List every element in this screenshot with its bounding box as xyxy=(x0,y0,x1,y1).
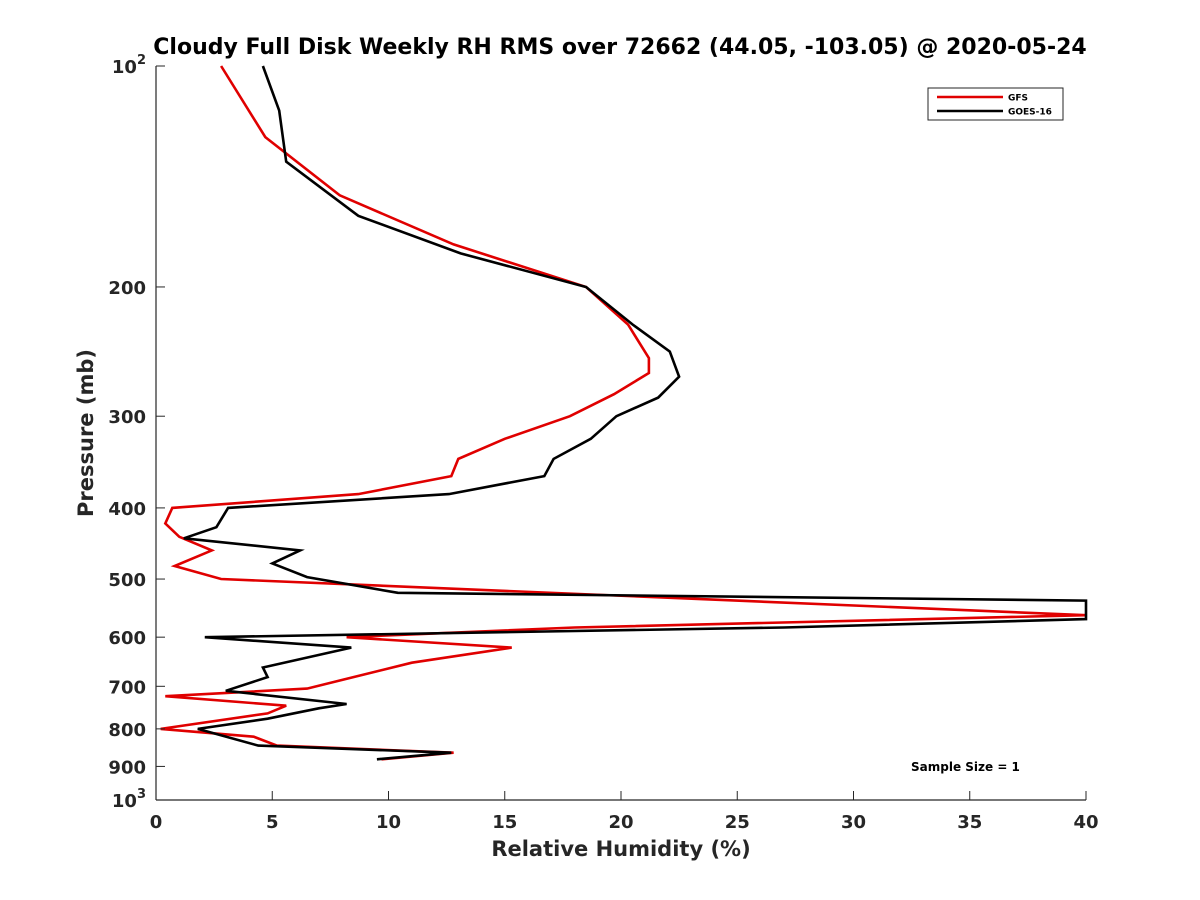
y-tick-label: 400 xyxy=(108,499,146,520)
x-tick-label: 0 xyxy=(150,812,163,833)
x-tick-label: 40 xyxy=(1073,812,1098,833)
y-tick-label: 200 xyxy=(108,278,146,299)
legend: GFS GOES-16 xyxy=(927,87,1064,121)
y-tick-label-exponent: 2 xyxy=(137,53,146,68)
y-tick-label: 300 xyxy=(108,407,146,428)
series-line-gfs xyxy=(160,65,1087,761)
y-tick-label-base: 10 xyxy=(112,791,137,812)
y-tick-label: 600 xyxy=(108,628,146,649)
y-axis-title: Pressure (mb) xyxy=(74,349,98,517)
y-tick-label-exponent: 3 xyxy=(137,787,146,802)
plot-area xyxy=(155,65,1088,801)
y-tick-label: 700 xyxy=(108,677,146,698)
x-axis-ticks: 0 5 10 15 20 25 30 35 40 xyxy=(150,791,1099,833)
y-tick-label: 800 xyxy=(108,720,146,741)
x-tick-label: 30 xyxy=(841,812,866,833)
legend-label: GFS xyxy=(1008,94,1028,104)
x-tick-label: 25 xyxy=(725,812,750,833)
x-tick-label: 10 xyxy=(376,812,401,833)
series-line-goes-16 xyxy=(183,65,1088,761)
legend-entries: GFS GOES-16 xyxy=(937,94,1052,118)
x-tick-label: 15 xyxy=(492,812,517,833)
x-tick-label: 20 xyxy=(608,812,633,833)
legend-box xyxy=(927,87,1064,121)
y-tick-label-base: 10 xyxy=(112,57,137,78)
x-axis-title: Relative Humidity (%) xyxy=(491,837,750,861)
x-tick-label: 5 xyxy=(266,812,279,833)
y-tick-label: 500 xyxy=(108,570,146,591)
series-layer xyxy=(160,65,1088,761)
x-tick-label: 35 xyxy=(957,812,982,833)
chart-title: Cloudy Full Disk Weekly RH RMS over 7266… xyxy=(153,35,1086,60)
legend-label: GOES-16 xyxy=(1008,108,1052,118)
y-tick-label: 103 xyxy=(112,787,146,812)
y-tick-label: 900 xyxy=(108,757,146,778)
sample-size-annotation: Sample Size = 1 xyxy=(911,760,1020,774)
y-tick-label: 102 xyxy=(112,53,146,78)
